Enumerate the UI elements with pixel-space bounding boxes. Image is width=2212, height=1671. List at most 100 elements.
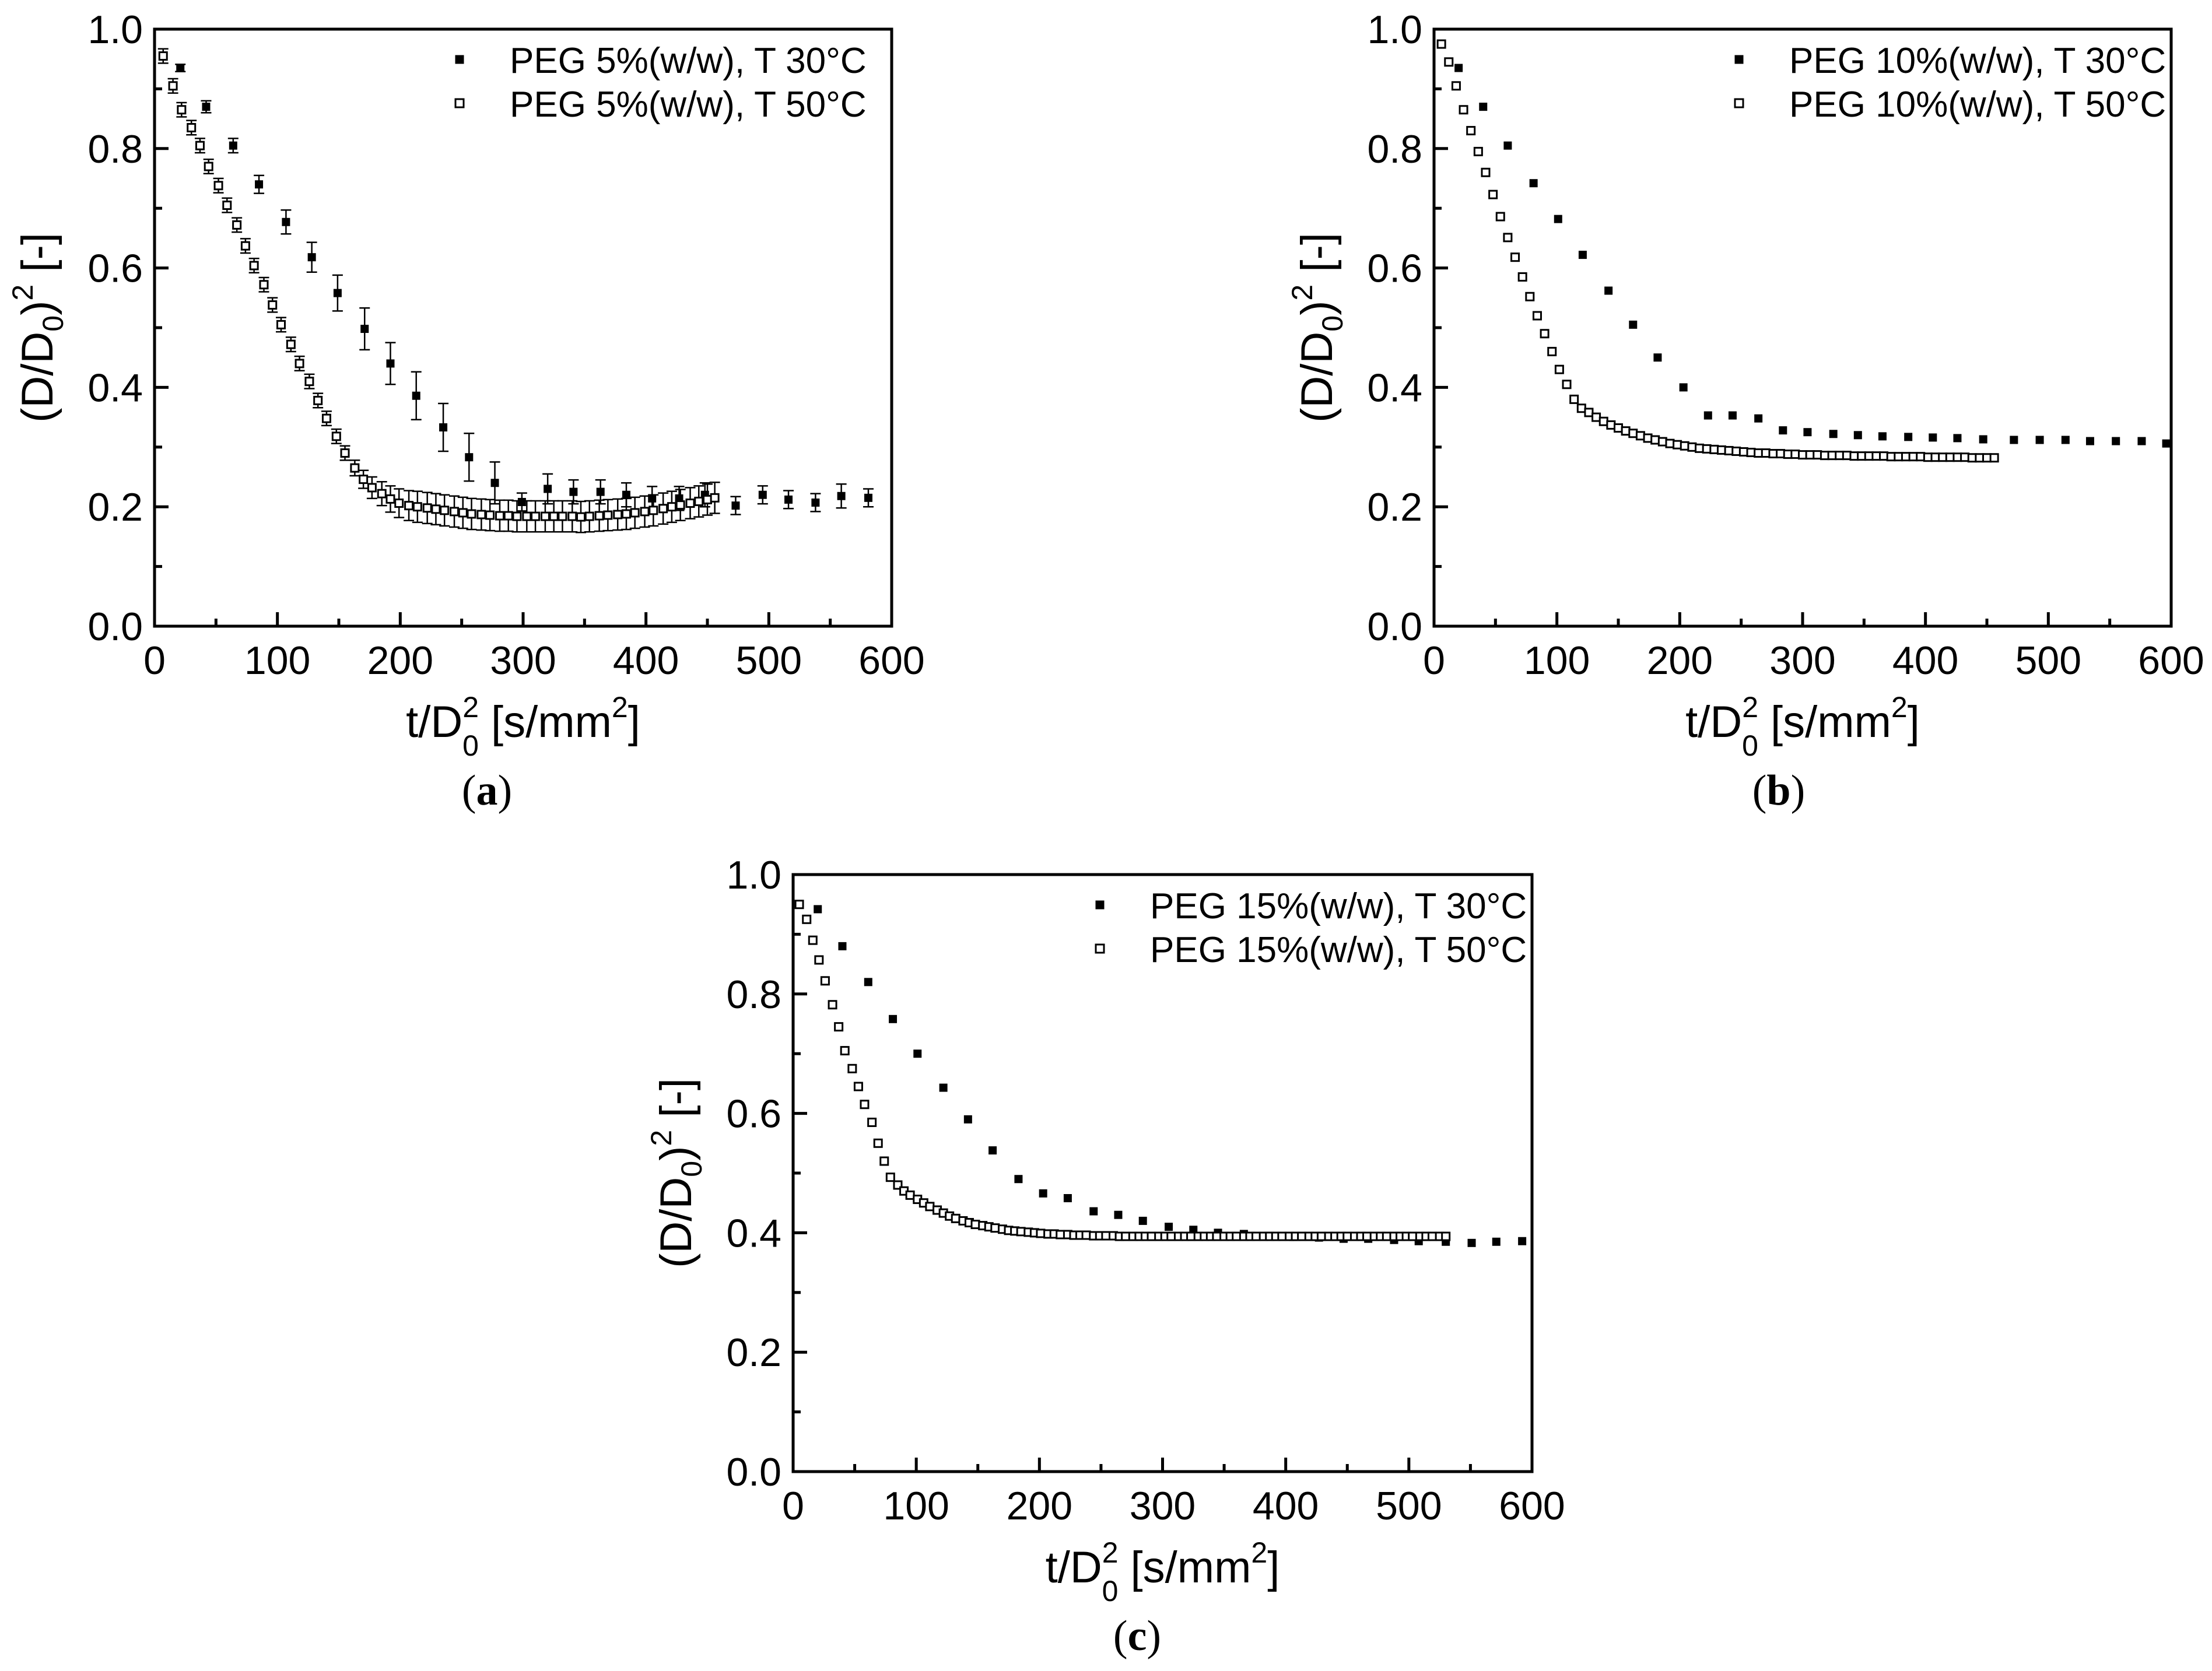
- data-point-open: [204, 162, 213, 171]
- data-point-open: [1635, 431, 1645, 441]
- data-point-filled: [1979, 435, 1987, 444]
- data-point-open: [1901, 452, 1910, 462]
- data-point-filled: [1063, 1194, 1072, 1203]
- data-point-open: [1584, 408, 1594, 417]
- data-point-filled: [2112, 437, 2120, 445]
- data-point-open: [350, 463, 360, 473]
- data-point-open: [834, 1022, 844, 1032]
- data-point-open: [1864, 451, 1874, 461]
- data-point-filled: [838, 942, 847, 950]
- data-point-open: [1945, 452, 1955, 462]
- data-point-open: [1776, 449, 1786, 459]
- data-point-open: [331, 431, 341, 441]
- data-point-filled: [1728, 411, 1737, 420]
- data-point-filled: [1829, 430, 1838, 438]
- data-point-filled: [1703, 411, 1712, 420]
- data-point-open: [1525, 292, 1535, 301]
- data-point-filled: [913, 1049, 922, 1058]
- data-point-open: [1857, 451, 1867, 461]
- x-tick-label: 300: [1769, 638, 1835, 683]
- data-point-open: [1251, 1231, 1261, 1241]
- data-point-open: [450, 507, 460, 517]
- x-axis-label: t/D2 0 [s/mm2]: [406, 691, 640, 762]
- panel-caption: (b): [1752, 767, 1805, 815]
- data-point-open: [853, 1082, 863, 1091]
- y-tick-label: 0.2: [726, 1331, 781, 1375]
- data-point-open: [276, 320, 286, 329]
- data-point-open: [377, 489, 387, 499]
- x-axis: 0 100 200 300 400 500 600: [143, 612, 925, 683]
- y-tick-label: 0.4: [1367, 366, 1422, 410]
- data-point-open: [1016, 1227, 1026, 1237]
- x-tick-label: 300: [1130, 1484, 1196, 1528]
- x-tick-label: 500: [2015, 638, 2081, 683]
- data-point-open: [1805, 450, 1815, 460]
- data-point-open: [232, 220, 242, 230]
- data-point-filled: [517, 498, 526, 507]
- data-point-open: [1147, 1231, 1156, 1241]
- data-point-open: [685, 499, 695, 508]
- y-tick-label: 0.2: [1367, 485, 1422, 529]
- legend-marker-filled: [455, 55, 464, 64]
- data-point-open: [1908, 452, 1918, 462]
- data-point-open: [1621, 426, 1631, 436]
- data-point-open: [286, 339, 296, 349]
- data-point-filled: [1604, 286, 1613, 295]
- data-point-open: [522, 511, 532, 521]
- data-point-filled: [360, 325, 369, 334]
- data-point-filled: [622, 490, 630, 499]
- x-tick-label: 400: [1892, 638, 1958, 683]
- data-point-open: [873, 1138, 883, 1148]
- data-point-open: [1738, 447, 1748, 457]
- data-point-open: [840, 1046, 850, 1056]
- data-point-open: [814, 955, 824, 965]
- panel-a: 0 100 200 300 400 500 600 0.0 0.2 0.4 0.6 0.8 1.0 t/D…: [6, 8, 925, 815]
- data-point-open: [1923, 452, 1933, 462]
- data-point-open: [1938, 452, 1948, 462]
- x-axis-label: t/D2 0 [s/mm2]: [1046, 1536, 1280, 1607]
- data-point-open: [1614, 423, 1623, 433]
- data-point-filled: [1779, 426, 1787, 435]
- data-point-open: [1517, 272, 1527, 282]
- data-point-open: [476, 510, 486, 519]
- legend-marker-open: [454, 98, 465, 108]
- data-point-open: [367, 483, 377, 493]
- data-point-open: [240, 241, 250, 251]
- data-point-open: [1481, 167, 1491, 177]
- x-axis: 0 100 200 300 400 500 600: [1423, 612, 2204, 683]
- data-point-filled: [963, 1115, 972, 1124]
- data-point-open: [1510, 252, 1520, 262]
- data-point-filled: [1554, 215, 1562, 223]
- x-tick-label: 0: [143, 638, 166, 683]
- data-point-filled: [1679, 383, 1688, 392]
- y-tick-label: 0.0: [726, 1450, 781, 1494]
- data-point-open: [621, 509, 631, 519]
- data-point-filled: [386, 359, 395, 368]
- data-point-open: [1121, 1231, 1131, 1241]
- data-point-open: [1702, 444, 1712, 454]
- data-point-open: [1650, 435, 1660, 445]
- data-point-open: [512, 511, 522, 521]
- data-point-open: [1665, 438, 1675, 448]
- data-point-filled: [1014, 1175, 1023, 1184]
- data-point-open: [1716, 445, 1726, 455]
- data-point-open: [1056, 1230, 1065, 1240]
- x-tick-label: 600: [858, 638, 924, 683]
- y-axis-label: (D/D0)2 [-]: [1286, 233, 1349, 423]
- data-point-open: [1930, 452, 1940, 462]
- panel-c: 0 100 200 300 400 500 600 0.0 0.2 0.4 0.6 0.8 1.0 t/D…: [645, 853, 1565, 1660]
- data-point-open: [1451, 81, 1461, 91]
- data-point-filled: [255, 180, 264, 189]
- data-point-open: [1871, 451, 1881, 461]
- data-point-filled: [596, 487, 605, 496]
- data-point-filled: [465, 453, 474, 462]
- data-point-filled: [2085, 437, 2094, 445]
- data-point-open: [1798, 450, 1807, 460]
- data-point-open: [540, 511, 550, 521]
- data-point-filled: [864, 493, 872, 502]
- data-point-open: [594, 511, 604, 521]
- data-point-filled: [864, 978, 872, 987]
- data-point-open: [495, 511, 504, 521]
- data-point-open: [1820, 451, 1829, 461]
